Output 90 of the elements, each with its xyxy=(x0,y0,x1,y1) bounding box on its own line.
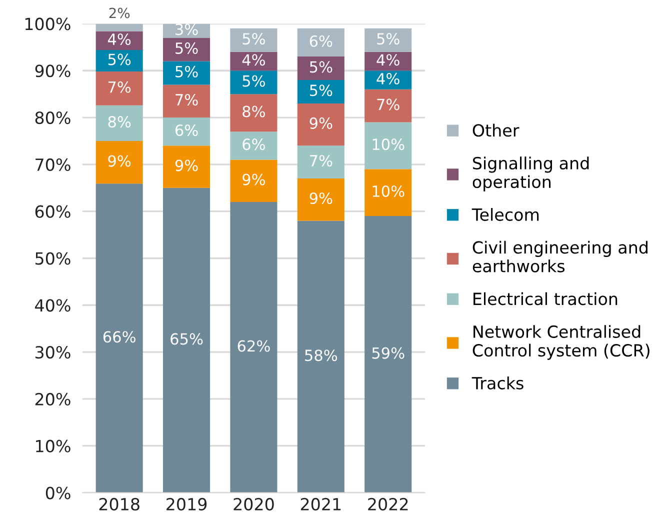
data-label: 5% xyxy=(377,33,400,45)
bar xyxy=(163,118,210,146)
bar xyxy=(96,140,143,184)
y-tick-label: 40% xyxy=(35,299,70,312)
y-tick-label: 60% xyxy=(35,205,70,218)
bar xyxy=(96,50,143,72)
bar xyxy=(163,188,210,493)
data-label: 2% xyxy=(109,8,130,18)
data-label: 5% xyxy=(310,84,332,96)
bar xyxy=(230,28,278,52)
data-label: 9% xyxy=(310,117,332,129)
data-label: 5% xyxy=(108,54,131,66)
legend-label: Network Centralised Control system (CCR) xyxy=(472,325,650,360)
data-label: 5% xyxy=(242,75,265,87)
data-label: 7% xyxy=(176,94,198,106)
data-label: 6% xyxy=(175,124,198,136)
bar xyxy=(364,122,412,170)
y-tick-label: 20% xyxy=(35,392,70,406)
x-tick-label: 2022 xyxy=(368,498,408,511)
data-label: 7% xyxy=(108,81,131,93)
bar xyxy=(96,184,143,493)
data-label: 3% xyxy=(176,24,198,36)
bar xyxy=(163,38,210,62)
data-label: 65% xyxy=(170,333,203,345)
bar xyxy=(364,28,412,52)
bar xyxy=(230,70,278,94)
bar xyxy=(297,220,344,493)
bar xyxy=(163,84,210,118)
x-tick-label: 2020 xyxy=(234,498,274,511)
data-label: 5% xyxy=(176,42,198,54)
data-label: 10% xyxy=(372,185,404,197)
data-label: 7% xyxy=(310,154,332,167)
bar xyxy=(163,146,210,188)
bar xyxy=(297,80,344,104)
data-label: 4% xyxy=(376,72,400,84)
data-label: 58% xyxy=(305,350,338,362)
x-tick-label: 2021 xyxy=(300,498,341,511)
y-tick-label: 80% xyxy=(35,111,70,124)
bar xyxy=(297,146,344,178)
bar xyxy=(230,160,278,202)
bar xyxy=(96,31,143,50)
legend-label: Civil engineering and earthworks xyxy=(472,240,648,272)
data-label: 8% xyxy=(242,106,265,118)
data-label: 7% xyxy=(377,98,400,110)
data-label: 4% xyxy=(108,33,131,46)
y-tick-label: 0% xyxy=(46,486,70,500)
y-tick-label: 90% xyxy=(35,64,70,78)
bar xyxy=(96,72,143,106)
data-label: 6% xyxy=(310,35,332,47)
bar xyxy=(96,105,143,141)
data-label: 5% xyxy=(242,33,265,45)
legend-label: Electrical traction xyxy=(474,292,618,306)
data-label: 9% xyxy=(310,192,332,204)
legend-label: Signalling and operation xyxy=(472,156,589,192)
bar xyxy=(297,103,344,146)
bar xyxy=(96,24,143,32)
data-label: 5% xyxy=(310,61,332,73)
y-tick-label: 30% xyxy=(35,346,70,359)
data-label: 4% xyxy=(376,54,400,66)
data-label: 10% xyxy=(372,138,404,150)
data-label: 9% xyxy=(108,155,131,167)
x-tick-label: 2019 xyxy=(166,498,207,511)
bar xyxy=(297,178,344,221)
bar xyxy=(297,28,344,57)
data-label: 6% xyxy=(242,138,265,150)
bar xyxy=(364,70,412,90)
bar xyxy=(364,216,412,493)
y-tick-label: 50% xyxy=(36,252,70,265)
legend-label: Other xyxy=(472,124,520,137)
legend-label: Telecom xyxy=(472,208,539,221)
data-label: 4% xyxy=(242,54,265,66)
bar xyxy=(230,202,278,493)
data-label: 66% xyxy=(103,331,136,343)
data-label: 59% xyxy=(372,347,404,359)
data-label: 9% xyxy=(242,174,265,186)
data-label: 9% xyxy=(175,160,198,172)
y-tick-label: 10% xyxy=(36,440,70,452)
legend-label: Tracks xyxy=(472,376,524,390)
bar xyxy=(364,89,412,122)
y-tick-label: 100% xyxy=(25,18,70,30)
y-tick-label: 70% xyxy=(36,158,70,171)
data-label: 5% xyxy=(176,66,198,78)
data-label: 8% xyxy=(108,116,131,128)
bar xyxy=(230,132,278,160)
data-label: 62% xyxy=(238,340,270,352)
bar xyxy=(364,169,412,216)
bar xyxy=(163,61,210,85)
bar xyxy=(297,56,344,80)
x-tick-label: 2018 xyxy=(99,498,140,511)
bar xyxy=(230,94,278,132)
